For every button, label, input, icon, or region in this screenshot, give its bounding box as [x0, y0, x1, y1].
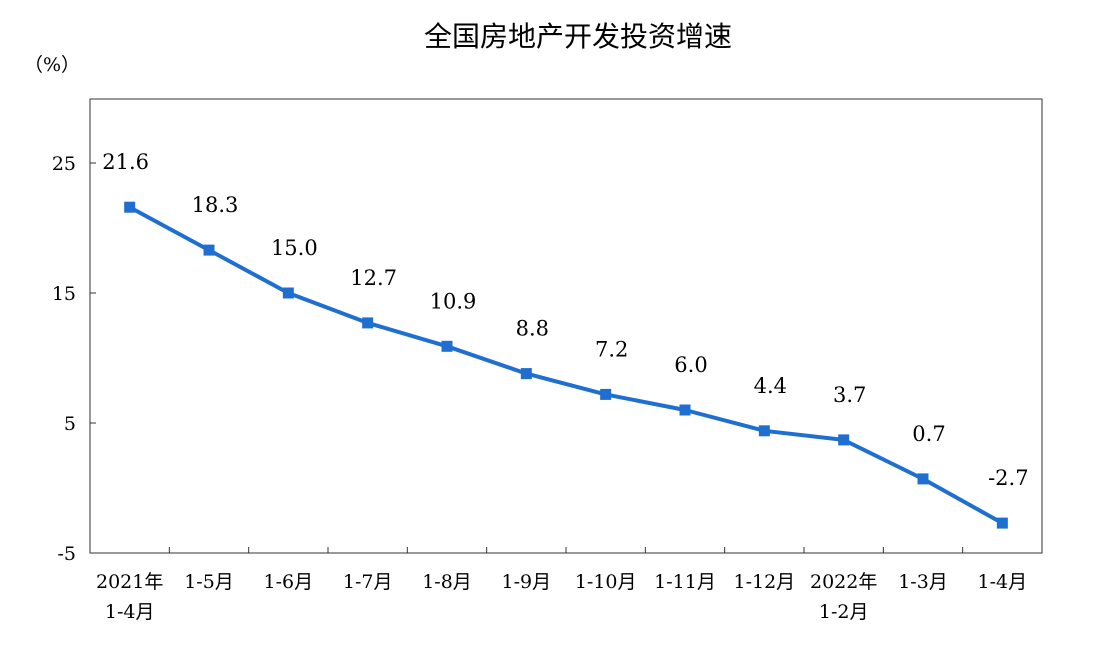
x-tick-label: 1-4月	[105, 601, 155, 623]
data-label: 8.8	[516, 317, 549, 341]
data-label: -2.7	[988, 466, 1029, 490]
x-tick-label: 1-9月	[502, 571, 552, 593]
data-point	[600, 388, 612, 400]
data-point	[124, 201, 136, 213]
y-axis: 25 15 5 -5	[52, 153, 96, 565]
data-label: 3.7	[833, 383, 866, 407]
series-line	[128, 205, 1004, 525]
data-label: 15.0	[271, 236, 318, 260]
data-point	[679, 404, 691, 416]
data-label: 4.4	[754, 374, 787, 398]
data-markers	[124, 201, 1008, 529]
data-point	[838, 434, 850, 446]
x-tick-label: 1-3月	[898, 571, 948, 593]
y-tick-label: -5	[57, 543, 76, 565]
data-point	[362, 317, 374, 329]
data-point	[758, 425, 770, 437]
y-tick-label: 5	[64, 413, 76, 435]
data-label: 7.2	[595, 337, 628, 361]
data-point	[203, 244, 215, 256]
y-tick-label: 15	[52, 283, 76, 305]
x-tick-label: 1-8月	[422, 571, 472, 593]
x-tick-label: 1-7月	[343, 571, 393, 593]
data-label: 18.3	[192, 193, 239, 217]
x-tick-label: 1-4月	[978, 571, 1028, 593]
x-tick-label: 1-12月	[733, 571, 795, 593]
data-label: 6.0	[674, 353, 707, 377]
data-label: 0.7	[912, 422, 945, 446]
x-tick-label: 1-10月	[575, 571, 637, 593]
x-tick-label: 2022年	[810, 571, 877, 593]
chart-title: 全国房地产开发投资增速	[424, 20, 732, 53]
data-point	[441, 340, 453, 352]
data-labels: 21.6 18.3 15.0 12.7 10.9 8.8 7.2 6.0 4.4 3.7 0.7 -2…	[102, 150, 1028, 490]
x-tick-label: 2021年	[96, 571, 163, 593]
data-point	[917, 473, 929, 485]
data-label: 12.7	[350, 266, 397, 290]
x-axis: 2021年 1-4月 1-5月 1-6月 1-7月 1-8月 1-9月 1-10月 1-11月 1…	[96, 547, 1027, 623]
data-point	[520, 368, 532, 380]
y-tick-label: 25	[52, 153, 76, 175]
x-tick-label: 1-2月	[819, 601, 869, 623]
data-label: 10.9	[430, 289, 477, 313]
data-point	[282, 287, 294, 299]
x-tick-label: 1-5月	[184, 571, 234, 593]
plot-frame	[89, 98, 1043, 554]
data-point	[996, 517, 1008, 529]
x-tick-label: 1-11月	[654, 571, 716, 593]
y-axis-unit: （%）	[24, 54, 80, 76]
data-label: 21.6	[102, 150, 149, 174]
x-tick-label: 1-6月	[264, 571, 314, 593]
